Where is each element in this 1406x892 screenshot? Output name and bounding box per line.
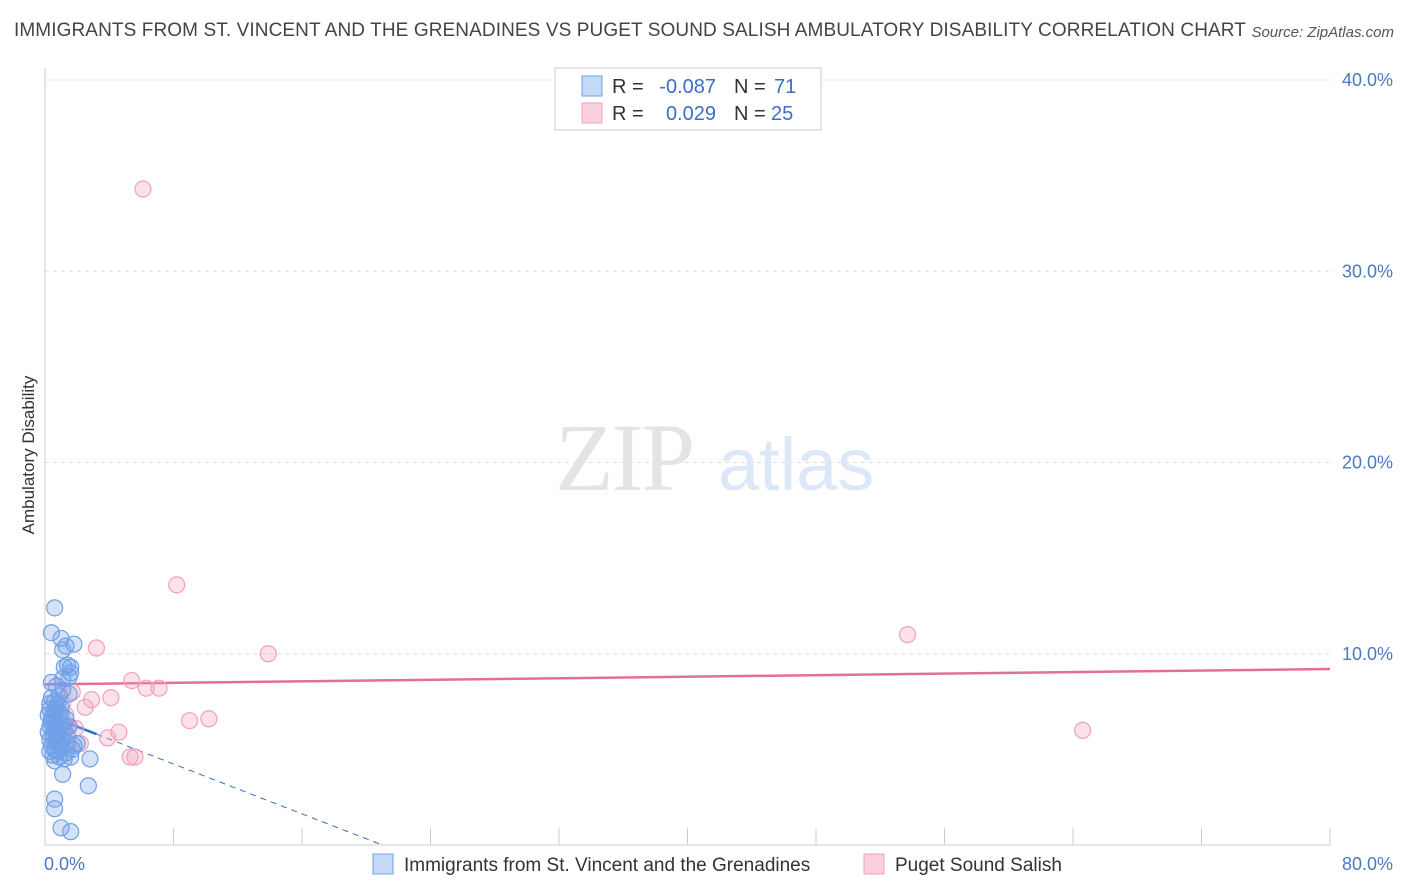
point-s1-17: [99, 729, 117, 747]
legend-n-label-2: N =: [734, 103, 766, 125]
point-s0-66: [58, 727, 77, 745]
point-s1-12: [76, 698, 94, 716]
legend-swatch-pink: [581, 102, 603, 124]
series-legend-swatch-pink: [863, 853, 885, 875]
y-tick-label-2: 30.0%: [1342, 261, 1393, 281]
y-tick-label-1: 20.0%: [1342, 453, 1393, 473]
point-s0-56: [79, 777, 97, 795]
point-s1-7: [150, 679, 168, 697]
point-s0-67: [41, 694, 59, 713]
point-s1-5: [123, 671, 141, 690]
y-tick-label-3: 40.0%: [1342, 70, 1393, 90]
chart-title: IMMIGRANTS FROM ST. VINCENT AND THE GREN…: [14, 20, 1246, 41]
point-s0-64: [44, 729, 62, 747]
point-s0-68: [52, 706, 70, 724]
watermark: ZIP atlas: [555, 404, 874, 511]
point-s0-1: [42, 624, 61, 642]
series-legend-swatch-blue: [372, 853, 394, 875]
watermark-zip: ZIP: [555, 404, 693, 511]
point-s0-69: [46, 715, 64, 734]
legend-r-label-1: R =: [612, 76, 644, 98]
point-s1-20: [126, 748, 144, 766]
point-s0-70: [65, 736, 83, 755]
legend-r-value-2: 0.029: [666, 103, 716, 125]
point-s1-1: [168, 576, 186, 594]
data-points: [39, 180, 1092, 841]
legend-n-value-1: 71: [774, 76, 796, 98]
point-s1-14: [200, 710, 218, 728]
point-s0-60: [62, 823, 80, 841]
point-s1-2: [87, 639, 106, 657]
stats-legend: R = -0.087 N = 71 R = 0.029 N = 25: [554, 67, 822, 131]
point-s1-3: [259, 645, 277, 663]
y-tick-label-0: 10.0%: [1342, 644, 1393, 664]
series-legend-label-pink: Puget Sound Salish: [895, 855, 1062, 876]
legend-n-label-1: N =: [734, 76, 766, 98]
tick-labels: 10.0% 20.0% 30.0% 40.0% 0.0% 80.0%: [44, 70, 1393, 874]
point-s1-6: [137, 679, 155, 697]
trendlines: [44, 667, 1331, 846]
point-s1-9: [102, 689, 120, 707]
point-s1-0: [134, 180, 152, 198]
point-s1-15: [180, 712, 199, 730]
legend-r-value-1: -0.087: [659, 76, 716, 98]
point-s0-50: [81, 750, 99, 768]
point-s0-5: [54, 641, 72, 659]
y-axis-label: Ambulatory Disability: [19, 375, 38, 534]
trendline-pink: [44, 667, 1331, 686]
point-s0-0: [46, 599, 64, 617]
gridlines: [45, 79, 1330, 655]
point-s1-4: [898, 626, 917, 644]
source-credit: Source: ZipAtlas.com: [1251, 24, 1394, 41]
watermark-atlas: atlas: [718, 423, 874, 506]
point-s0-59: [52, 819, 70, 837]
legend-r-label-2: R =: [612, 103, 644, 125]
series-legend-label-blue: Immigrants from St. Vincent and the Gren…: [404, 855, 810, 876]
x-tick-label-0: 0.0%: [44, 854, 85, 874]
point-s0-57: [46, 790, 64, 808]
point-s0-55: [54, 765, 72, 783]
legend-n-value-2: 25: [771, 103, 793, 125]
point-s0-51: [46, 752, 64, 770]
point-s1-21: [1074, 721, 1092, 739]
series-legend: Immigrants from St. Vincent and the Gren…: [372, 853, 1062, 876]
trendline-blue-extension: [96, 733, 383, 846]
point-s1-19: [121, 748, 139, 766]
point-s0-58: [46, 800, 64, 818]
legend-swatch-blue: [581, 75, 603, 97]
x-tick-label-1: 80.0%: [1342, 854, 1393, 874]
